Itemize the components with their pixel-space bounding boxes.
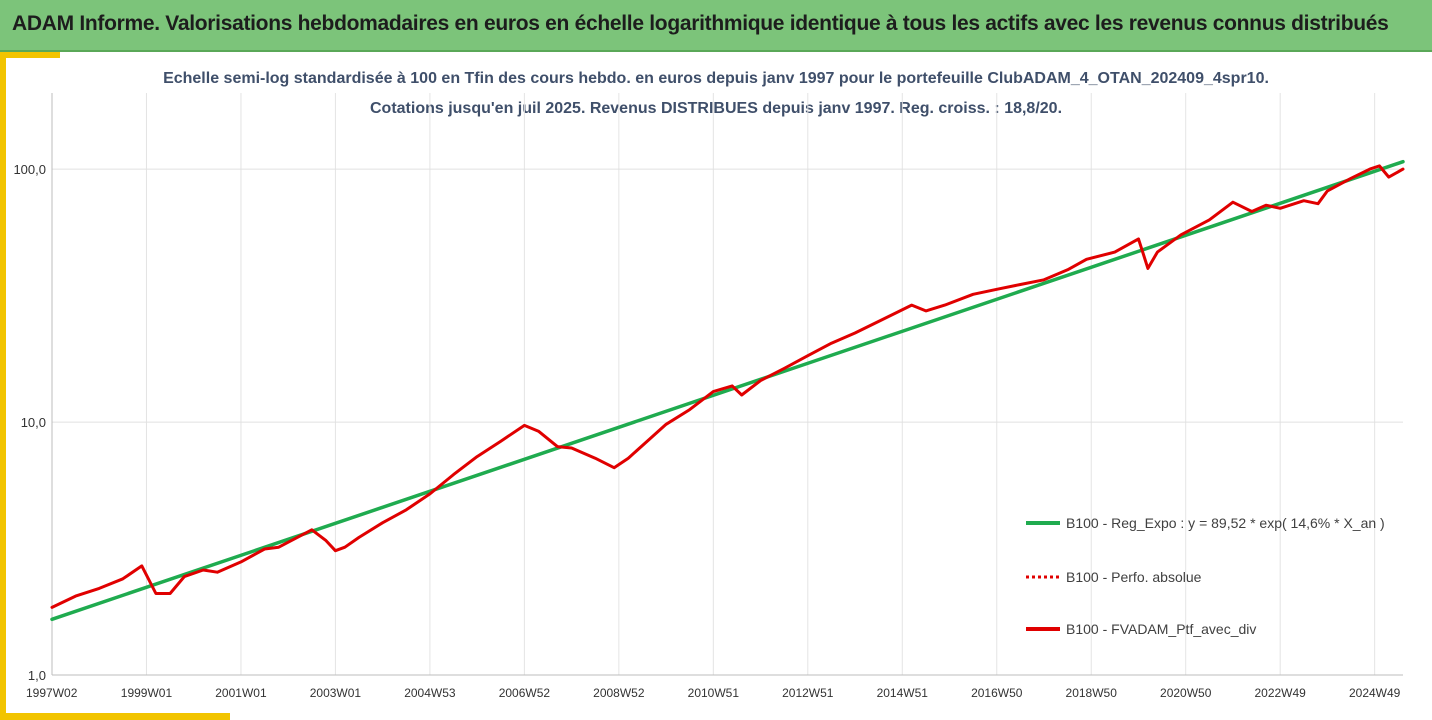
x-tick-label: 1999W01 (121, 686, 173, 700)
y-tick-label: 10,0 (21, 415, 46, 430)
header-banner: ADAM Informe. Valorisations hebdomadaire… (0, 0, 1432, 52)
x-tick-label: 2020W50 (1160, 686, 1212, 700)
x-tick-label: 2001W01 (215, 686, 267, 700)
chart-subtitle-line1: Echelle semi-log standardisée à 100 en T… (163, 70, 1269, 87)
legend-label-perfo-absolue: B100 - Perfo. absolue (1066, 569, 1202, 585)
chart-subtitle-line2: Cotations jusqu'en juil 2025. Revenus DI… (369, 100, 1063, 117)
page-title: ADAM Informe. Valorisations hebdomadaire… (12, 12, 1389, 35)
x-tick-label: 2003W01 (310, 686, 362, 700)
y-tick-label: 1,0 (28, 668, 46, 683)
accent-bar-top (0, 52, 60, 58)
x-tick-label: 2022W49 (1254, 686, 1306, 700)
y-tick-label: 100,0 (13, 162, 46, 177)
legend-label-portfolio: B100 - FVADAM_Ptf_avec_div (1066, 621, 1256, 637)
x-tick-label: 2018W50 (1066, 686, 1118, 700)
x-tick-label: 2014W51 (877, 686, 929, 700)
x-tick-label: 2006W52 (499, 686, 551, 700)
legend-label-regression: B100 - Reg_Expo : y = 89,52 * exp( 14,6%… (1066, 515, 1385, 531)
x-tick-label: 2008W52 (593, 686, 645, 700)
x-tick-label: 2016W50 (971, 686, 1023, 700)
x-tick-label: 2004W53 (404, 686, 456, 700)
x-tick-label: 1997W02 (26, 686, 78, 700)
x-tick-label: 2024W49 (1349, 686, 1401, 700)
x-tick-label: 2010W51 (688, 686, 740, 700)
x-tick-label: 2012W51 (782, 686, 834, 700)
accent-bar-left (0, 52, 6, 720)
accent-bar-bottom (0, 713, 230, 720)
series-line-regression (50, 159, 1405, 622)
series-line-portfolio (50, 164, 1405, 609)
